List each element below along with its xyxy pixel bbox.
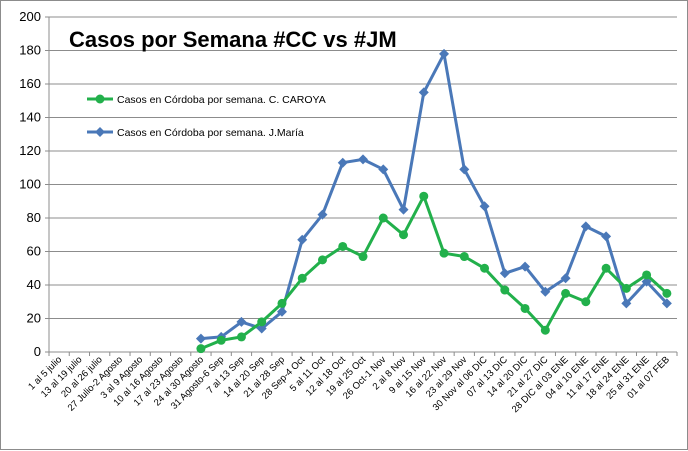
data-point (459, 164, 470, 175)
data-point (580, 221, 591, 232)
data-point (378, 213, 388, 223)
y-tick-label: 140 (19, 110, 41, 125)
data-point (621, 298, 632, 309)
data-point (317, 255, 327, 265)
data-point (277, 298, 287, 308)
legend-label: Casos en Córdoba por semana. C. CAROYA (117, 94, 326, 106)
data-point (419, 191, 429, 201)
data-point (500, 285, 510, 295)
legend-swatch-marker (95, 127, 105, 137)
data-point (560, 273, 571, 284)
data-point (520, 261, 531, 272)
y-tick-label: 20 (27, 311, 41, 326)
data-point (621, 283, 631, 293)
data-point (439, 248, 449, 258)
data-point (338, 241, 348, 251)
data-point (256, 323, 267, 334)
data-point (236, 332, 246, 342)
data-point (540, 286, 551, 297)
data-point (317, 209, 328, 220)
y-tick-label: 40 (27, 277, 41, 292)
data-point (358, 252, 368, 262)
grid-layer (45, 16, 677, 353)
data-point (216, 335, 226, 345)
data-point (561, 288, 571, 298)
data-point (480, 263, 490, 273)
data-point (358, 154, 368, 165)
data-point (297, 234, 308, 245)
series-line-1 (200, 52, 668, 341)
data-point (581, 297, 591, 307)
data-point (662, 288, 672, 298)
data-point (601, 263, 611, 273)
data-point (418, 87, 429, 98)
data-point (378, 164, 389, 175)
series-line-0 (200, 194, 668, 350)
y-tick-label: 60 (27, 244, 41, 259)
data-point (398, 204, 409, 215)
y-tick-label: 180 (19, 43, 41, 58)
data-point (337, 157, 348, 168)
data-point (479, 201, 490, 212)
data-point (236, 316, 247, 327)
data-point (540, 325, 550, 335)
data-point (439, 48, 450, 59)
data-point (399, 230, 409, 240)
legend-label: Casos en Córdoba por semana. J.María (117, 127, 304, 139)
series-layer (195, 48, 672, 354)
y-tick-label: 100 (19, 177, 41, 192)
data-point (459, 252, 469, 262)
chart-title: Casos por Semana #CC vs #JM (69, 27, 397, 52)
data-point (276, 306, 287, 317)
data-point (601, 231, 612, 242)
data-point (642, 270, 652, 280)
y-tick-label: 120 (19, 143, 41, 158)
y-tick-label: 160 (19, 76, 41, 91)
data-point (661, 298, 672, 309)
data-point (195, 333, 206, 344)
y-tick-label: 80 (27, 210, 41, 225)
data-point (257, 317, 267, 327)
y-tick-label: 200 (19, 9, 41, 24)
legend: Casos en Córdoba por semana. C. CAROYA Ca… (87, 94, 326, 139)
data-point (196, 344, 206, 354)
data-point (499, 268, 510, 279)
data-point (520, 303, 530, 313)
legend-swatch-marker (95, 94, 105, 104)
data-point (297, 273, 307, 283)
y-axis-ticks: 0 20 40 60 80 100 120 140 160 180 200 (19, 9, 41, 359)
y-tick-label: 0 (34, 344, 41, 359)
